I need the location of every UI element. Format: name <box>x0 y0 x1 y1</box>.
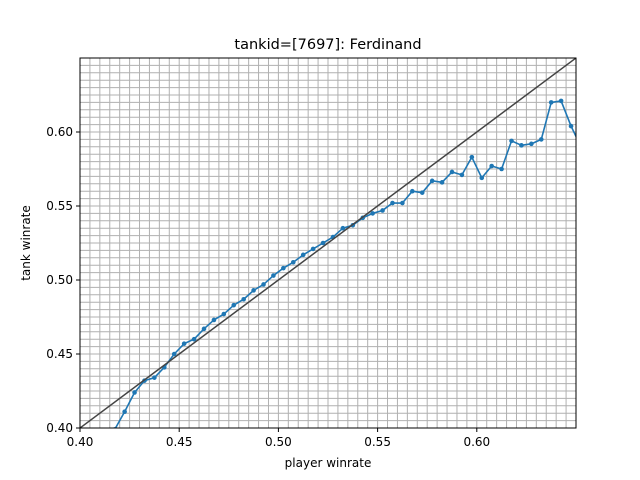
y-axis-label: tank winrate <box>19 205 33 281</box>
y-tick-label: 0.50 <box>46 273 73 287</box>
data-point <box>290 259 296 265</box>
data-point <box>410 188 415 194</box>
data-point <box>509 138 514 144</box>
data-point <box>231 302 237 308</box>
data-point <box>558 98 564 104</box>
x-axis-label: player winrate <box>285 456 372 470</box>
data-point <box>281 265 286 271</box>
x-tick-label: 0.45 <box>166 435 193 449</box>
data-point <box>132 390 137 395</box>
data-point <box>499 166 504 172</box>
data-point <box>459 172 465 178</box>
y-tick-label: 0.60 <box>46 125 73 139</box>
data-point <box>439 180 445 185</box>
data-point <box>122 409 127 415</box>
data-point <box>310 246 316 252</box>
y-tick-label: 0.45 <box>46 347 73 361</box>
data-point <box>271 273 276 278</box>
data-point <box>241 296 246 302</box>
data-point <box>449 169 455 175</box>
chart-title: tankid=[7697]: Ferdinand <box>234 37 421 53</box>
y-tick-label: 0.40 <box>46 421 73 435</box>
reference-diagonal-line <box>80 58 576 428</box>
data-point <box>320 240 326 246</box>
data-point <box>201 326 207 332</box>
data-point <box>400 200 405 206</box>
data-point <box>211 317 217 323</box>
grid <box>80 58 576 428</box>
data-point <box>340 225 346 231</box>
x-tick-label: 0.55 <box>364 435 391 449</box>
x-tick-label: 0.40 <box>67 435 94 449</box>
ticks: 0.40 0.45 0.50 0.55 0.60 0.40 0.45 0.50 0.55 0.60 <box>46 125 490 449</box>
y-tick-label: 0.55 <box>46 199 73 213</box>
data-point <box>469 154 475 160</box>
data-point <box>221 311 227 317</box>
data-point <box>191 336 197 342</box>
data-point <box>419 190 425 195</box>
data-point <box>300 252 306 258</box>
data-point <box>251 288 256 293</box>
data-point <box>479 175 485 181</box>
data-point <box>548 100 554 105</box>
x-tick-label: 0.60 <box>463 435 490 449</box>
data-point <box>380 208 385 213</box>
x-tick-label: 0.50 <box>265 435 292 449</box>
data-point <box>568 123 574 129</box>
data-point <box>429 178 435 184</box>
data-point <box>261 282 266 287</box>
data-point <box>152 375 157 380</box>
data-point <box>519 143 524 148</box>
data-point <box>489 163 494 169</box>
plot-frame <box>79 57 577 429</box>
data-point <box>538 137 544 142</box>
data-point <box>171 351 177 357</box>
data-point <box>390 200 395 206</box>
data-point <box>529 141 534 147</box>
data-point <box>181 341 187 346</box>
data-point <box>370 211 375 216</box>
series-layer <box>80 58 576 428</box>
